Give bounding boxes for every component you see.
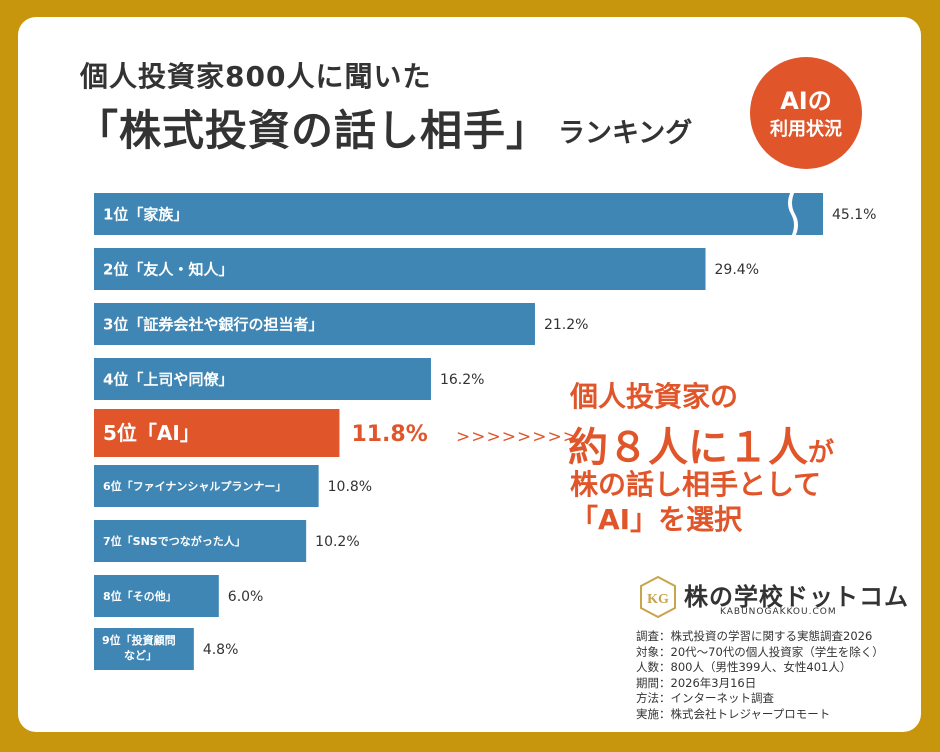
survey-line: 調査：株式投資の学習に関する実態調査2026 [636,629,873,643]
title-line2: 「株式投資の話し相手」 [76,106,550,155]
value-label-2: 29.4% [715,262,759,278]
logo-name: 株の学校ドットコム [684,583,909,611]
bar-5 [94,409,340,457]
bar-4 [94,358,431,400]
logo-mark-text: KG [647,592,669,607]
badge-line1: AIの [780,87,832,115]
ai-usage-badge: AIの 利用状況 [750,57,862,169]
badge-line2: 利用状況 [770,119,842,140]
survey-details: 調査：株式投資の学習に関する実態調査2026 対象：20代〜70代の個人投資家（… [636,629,884,722]
value-label-5: 11.8% [351,422,427,447]
value-label-8: 6.0% [228,589,264,605]
value-label-1: 45.1% [832,207,876,223]
callout-line4: 「AI」を選択 [570,503,743,536]
category-label-3: 3位「証券会社や銀行の担当者」 [103,315,323,333]
ranking-bar-chart: 1位「家族」 45.1% 2位「友人・知人」 29.4% 3位「証券会社や銀行の担当者」… [94,191,876,670]
logo-mark-icon: KG [640,575,676,619]
logo-url: KABUNOGAKKOU.COM [720,607,837,617]
category-label-6: 6位「ファイナンシャルプランナー」 [103,479,286,493]
callout-line2-main: 約８人に１人 [568,425,808,471]
value-label-4: 16.2% [440,372,484,388]
survey-line: 方法：インターネット調査 [636,691,774,705]
category-label-2: 2位「友人・知人」 [103,260,233,278]
survey-line: 実施：株式会社トレジャープロモート [636,706,831,721]
title-suffix: ランキング [558,118,693,149]
category-label-1: 1位「家族」 [103,205,188,223]
value-label-3: 21.2% [544,317,588,333]
arrows-decoration: >>>>>>>> [456,427,578,447]
callout-line1: 個人投資家の [570,380,739,413]
bar-6 [94,465,319,507]
survey-line: 対象：20代〜70代の個人投資家（学生を除く） [636,644,884,659]
value-label-9: 4.8% [203,642,239,658]
callout-line2: 約８人に１人が [568,415,834,473]
value-label-7: 10.2% [315,534,359,550]
bar-7 [94,520,307,562]
callout-line2-small: が [808,438,835,468]
value-label-6: 10.8% [328,479,372,495]
callout-line3: 株の話し相手として [570,468,822,501]
category-label-4: 4位「上司や同僚」 [103,370,233,388]
bar-8 [94,575,219,617]
category-label-7: 7位「SNSでつながった人」 [103,534,246,548]
category-label-9-line2: など」 [124,649,157,662]
bar-9 [94,628,194,670]
bar-2 [94,248,706,290]
survey-line: 人数：800人（男性399人、女性401人） [636,660,852,674]
survey-line: 期間：2026年3月16日 [636,675,757,690]
bar-1 [94,193,823,235]
category-label-9-line1: 9位「投資顧問 [102,633,176,647]
bar-3 [94,303,535,345]
category-label-8: 8位「その他」 [103,589,177,603]
axis-break-mark [788,191,798,237]
category-label-5: 5位「AI」 [103,421,200,445]
infographic-card: 個人投資家800人に聞いた 「株式投資の話し相手」 ランキング AIの 利用状況… [18,17,921,732]
title-line1: 個人投資家800人に聞いた [80,60,432,93]
